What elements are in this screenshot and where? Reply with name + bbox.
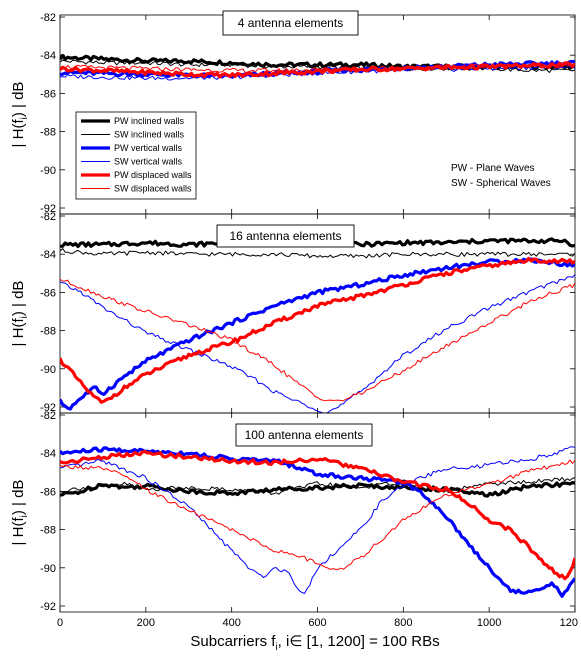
legend: PW inclined walls SW inclined walls PW ver… (75, 111, 197, 200)
note-text: SW - Spherical Waves (451, 178, 551, 189)
panel-3: -82 -84 -86 -88 -90 -920 200 400 600 800 1000 120 10… (10, 410, 578, 629)
series-group (60, 53, 575, 81)
y-axis-label-sub: i (19, 117, 30, 119)
y-axis-label: | H(fi) | dB (10, 281, 30, 347)
y-axis-label: | H(fi) | dB (10, 82, 30, 148)
x-tick-label: 800 (394, 617, 412, 629)
y-axis-label-part: | H(f (10, 318, 27, 347)
y-axis-label-sub: i (19, 316, 30, 318)
panel-title-box (235, 423, 373, 447)
y-tick-label: -84 (40, 448, 56, 460)
panels: -82 -84 -86 -88 -90 -92 4 antenna elements | H(… (10, 10, 578, 629)
y-axis-label-part: ) | dB (10, 480, 27, 516)
y-tick-label: -88 (40, 525, 56, 537)
y-tick-label: -82 (40, 410, 56, 422)
x-axis-label-sub: i (275, 642, 277, 653)
y-axis-label: | H(fi) | dB (10, 480, 30, 546)
y-tick-label: -90 (40, 165, 56, 177)
line-pw-displaced-walls (60, 450, 575, 581)
line-pw-displaced-walls (60, 61, 575, 79)
panel-2: -82 -84 -86 -88 -90 -92 16 antenna elements | H… (10, 211, 576, 414)
y-tick-label: -90 (40, 563, 56, 575)
y-tick-label: -92 (40, 203, 56, 215)
line-sw-vertical-walls (60, 274, 575, 413)
x-tick-label: 1000 (477, 617, 501, 629)
line-sw-displaced-walls (60, 278, 575, 402)
legend-label: PW inclined walls (114, 116, 185, 126)
legend-label: SW inclined walls (114, 130, 185, 140)
panel-title: 16 antenna elements (229, 229, 341, 243)
note-text: PW - Plane Waves (451, 163, 535, 174)
y-tick-label: -88 (40, 127, 56, 139)
y-tick-label: -84 (40, 50, 56, 62)
x-tick-label: 0 (57, 617, 63, 629)
panel-title: 100 antenna elements (245, 428, 364, 442)
panel-title-box (216, 224, 355, 248)
x-axis-label-group: Subcarriers fi, i∈ [1, 1200] = 100 RBs (190, 633, 439, 653)
x-tick-label: 200 (137, 617, 155, 629)
legend-label: PW vertical walls (114, 143, 183, 153)
x-axis-label-main: Subcarriers f (190, 633, 276, 650)
legend-label: SW vertical walls (114, 157, 183, 167)
line-pw-displaced-walls (60, 256, 575, 404)
y-tick-label: -92 (40, 601, 56, 613)
y-axis-label-part: ) | dB (10, 281, 27, 317)
y-tick-label: -84 (40, 249, 56, 261)
y-axis-label-part: | H(f (10, 517, 27, 546)
y-axis-label-part: ) | dB (10, 82, 27, 118)
series-group (60, 446, 575, 598)
y-tick-label: -88 (40, 326, 56, 338)
y-tick-label: -92 (40, 402, 56, 414)
y-tick-label: -90 (40, 364, 56, 376)
y-tick-label: -82 (40, 211, 56, 223)
x-tick-label: 400 (222, 617, 240, 629)
legend-label: SW displaced walls (114, 184, 192, 194)
panel-title-box (222, 10, 359, 36)
panel-1: -82 -84 -86 -88 -90 -92 4 antenna elements | H(… (10, 10, 576, 215)
line-sw-inclined-walls (60, 248, 575, 259)
line-sw-inclined-walls (60, 477, 575, 495)
legend-label: PW displaced walls (114, 170, 192, 180)
y-tick-label: -82 (40, 12, 56, 24)
y-tick-label: -86 (40, 88, 56, 100)
y-tick-label: -86 (40, 486, 56, 498)
line-pw-inclined-walls (60, 481, 575, 498)
y-tick-label: -86 (40, 287, 56, 299)
x-axis-label: Subcarriers fi, i∈ [1, 1200] = 100 RBs (190, 633, 439, 653)
y-axis-label-part: | H(f (10, 119, 27, 148)
line-pw-vertical-walls (60, 257, 575, 411)
legend-box (75, 111, 197, 200)
x-tick-label: 600 (308, 617, 326, 629)
panel-title: 4 antenna elements (238, 16, 343, 30)
x-axis-label-rest: , i∈ [1, 1200] = 100 RBs (278, 633, 440, 650)
x-tick-label: 120 (560, 617, 578, 629)
y-axis-label-sub: i (19, 515, 30, 517)
line-sw-vertical-walls (60, 446, 575, 594)
line-sw-displaced-walls (60, 459, 575, 570)
line-sw-displaced-walls (60, 62, 575, 74)
series-group (60, 237, 575, 413)
